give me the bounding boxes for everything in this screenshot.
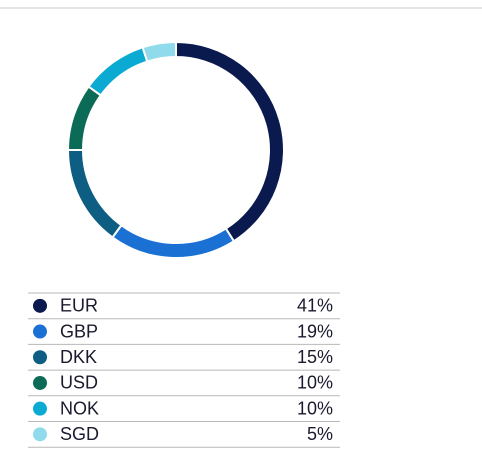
legend-value: 15% [297, 347, 333, 367]
legend-value: 10% [297, 398, 333, 418]
donut-segment [175, 40, 285, 243]
legend-value: 19% [297, 321, 333, 341]
legend-dot [33, 298, 47, 313]
legend-dot [33, 401, 47, 416]
donut-segment [66, 149, 123, 239]
donut-segment [66, 85, 103, 151]
legend-dot [33, 427, 47, 442]
legend-label: NOK [60, 398, 99, 418]
donut-segment [111, 223, 236, 259]
legend-label: USD [60, 373, 98, 393]
legend-dot [33, 375, 47, 390]
donut-segment [141, 40, 177, 63]
legend-value: 5% [307, 424, 333, 444]
legend-dot [33, 324, 47, 339]
legend-value: 10% [297, 373, 333, 393]
legend-label: DKK [60, 347, 97, 367]
legend-label: SGD [60, 424, 99, 444]
legend-label: GBP [60, 321, 98, 341]
donut-segment [87, 46, 149, 97]
legend-dot [33, 350, 47, 365]
legend-label: EUR [60, 296, 98, 316]
legend-value: 41% [297, 296, 333, 316]
